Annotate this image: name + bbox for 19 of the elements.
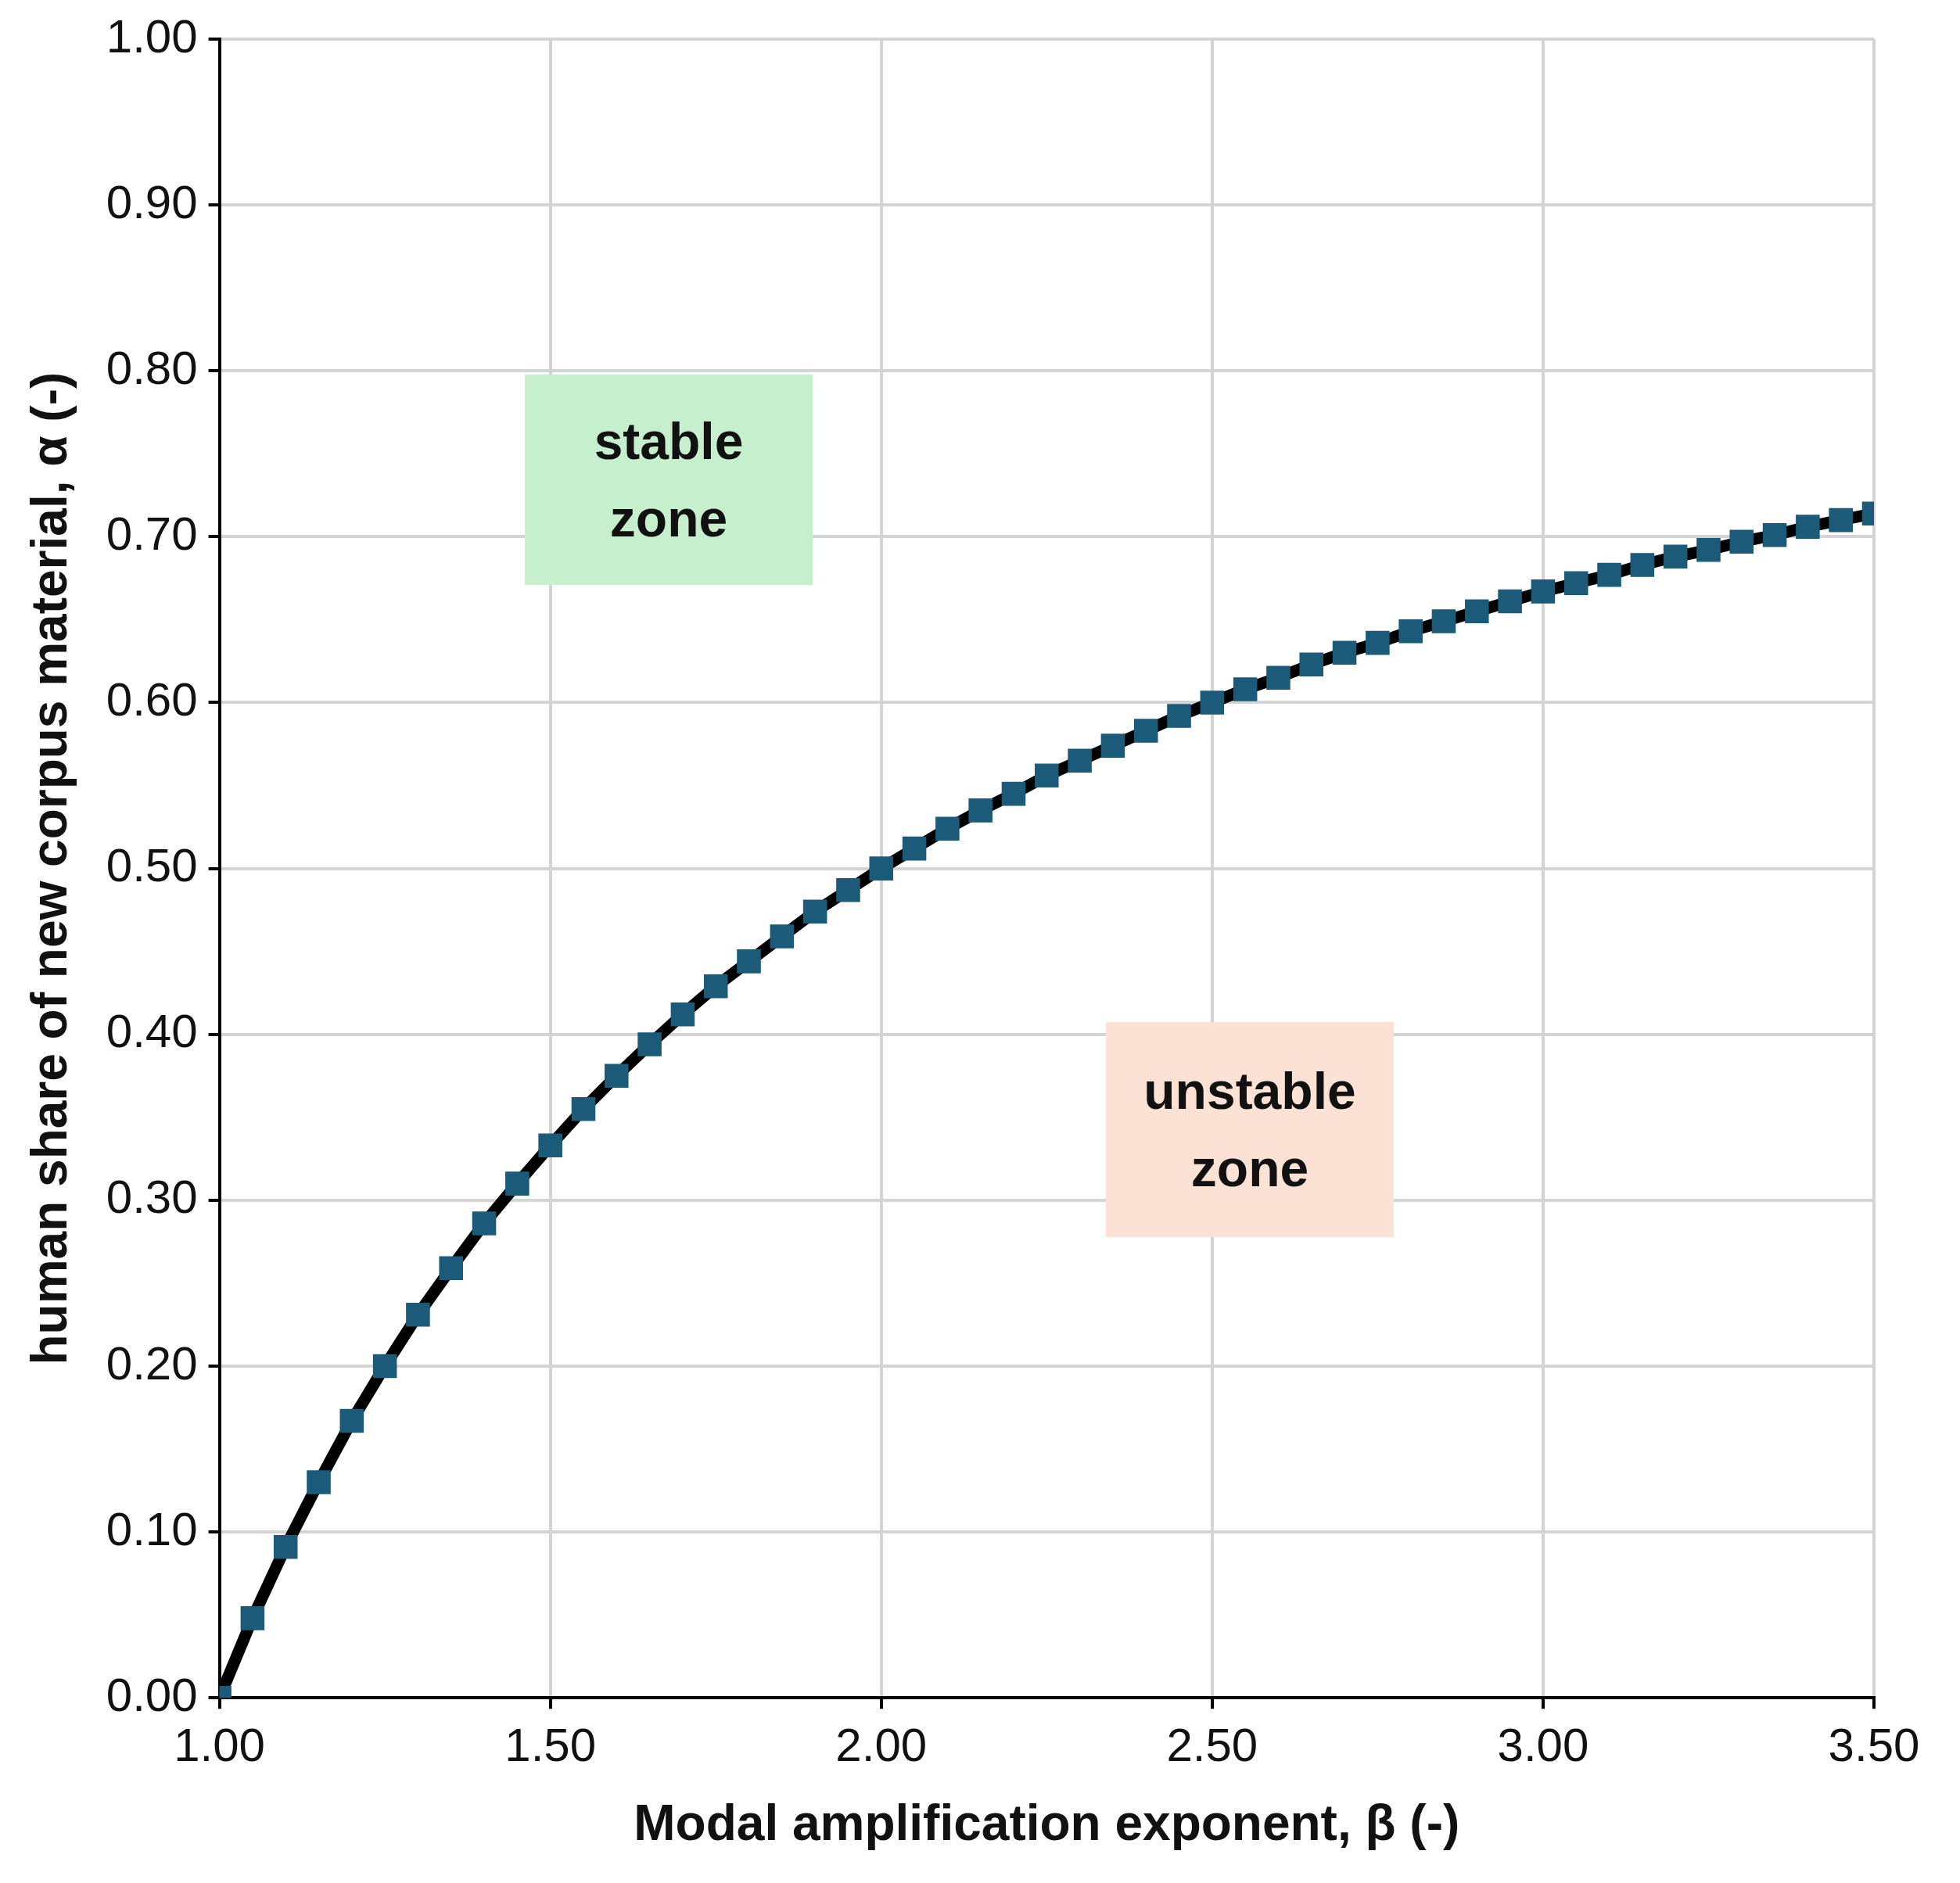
y-tick-label: 0.30 bbox=[106, 1171, 198, 1224]
y-tick-label: 0.70 bbox=[106, 507, 198, 560]
y-tick-label: 0.90 bbox=[106, 175, 198, 228]
y-tick-label: 0.40 bbox=[106, 1005, 198, 1058]
x-axis-title: Modal amplification exponent, β (-) bbox=[634, 1795, 1460, 1852]
x-tick-label: 2.00 bbox=[835, 1718, 928, 1771]
annotation: unstable zone bbox=[1106, 1022, 1394, 1237]
y-tick-label: 0.20 bbox=[106, 1336, 198, 1390]
y-tick-label: 0.50 bbox=[106, 839, 198, 892]
y-tick-label: 0.10 bbox=[106, 1502, 198, 1555]
x-tick-label: 3.50 bbox=[1828, 1718, 1920, 1771]
x-tick-label: 2.50 bbox=[1166, 1718, 1258, 1771]
y-tick-label: 0.60 bbox=[106, 673, 198, 726]
annotation: stable zone bbox=[525, 375, 813, 585]
x-tick-label: 3.00 bbox=[1497, 1718, 1589, 1771]
y-axis-title: human share of new corpus material, α (-) bbox=[21, 371, 78, 1365]
x-tick-label: 1.50 bbox=[504, 1718, 597, 1771]
y-tick-label: 1.00 bbox=[106, 9, 198, 63]
y-tick-label: 0.80 bbox=[106, 341, 198, 394]
